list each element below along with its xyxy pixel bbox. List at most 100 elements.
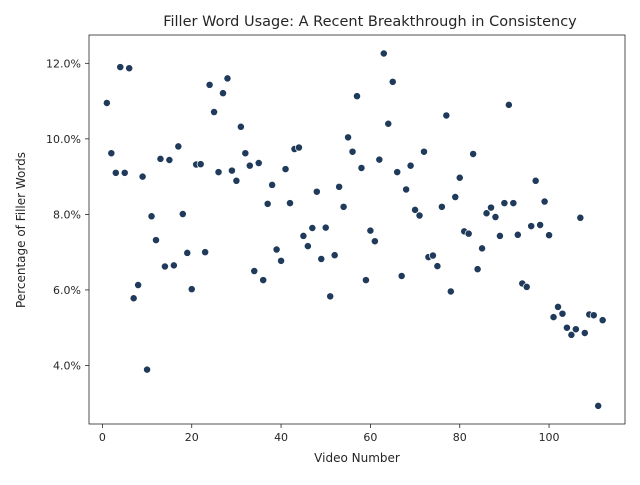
data-point (348, 147, 357, 156)
data-point (540, 197, 549, 206)
y-axis-label: Percentage of Filler Words (14, 152, 28, 308)
data-point (187, 285, 196, 294)
data-point (169, 261, 178, 270)
y-tick-label: 8.0% (53, 208, 81, 221)
data-point (254, 159, 263, 167)
data-point (312, 187, 321, 196)
x-tick-label: 20 (185, 431, 199, 444)
data-point (294, 143, 303, 152)
data-point (536, 221, 545, 229)
data-point (384, 119, 393, 128)
data-point (469, 150, 478, 158)
data-point (562, 323, 571, 332)
data-point (335, 182, 344, 191)
data-point (411, 205, 420, 214)
data-point (129, 294, 138, 303)
data-point (379, 49, 388, 58)
x-axis-ticks: 0 20 40 60 80 100 (99, 424, 560, 444)
chart-title: Filler Word Usage: A Recent Breakthrough… (163, 14, 577, 30)
y-tick-label: 10.0% (46, 133, 81, 146)
y-tick-label: 4.0% (53, 359, 81, 372)
data-point (527, 222, 536, 231)
data-point (219, 89, 227, 98)
data-point (428, 251, 437, 260)
data-point (286, 199, 294, 208)
data-point (446, 287, 455, 296)
data-point (576, 213, 585, 222)
data-point (522, 282, 531, 291)
data-point (236, 122, 245, 131)
data-point (406, 161, 415, 170)
data-point (388, 77, 397, 86)
data-point (549, 313, 558, 322)
data-point (102, 99, 111, 107)
plot-frame (88, 34, 626, 425)
data-point (545, 231, 554, 240)
data-point (326, 292, 335, 301)
data-point (482, 209, 491, 218)
data-point (223, 74, 232, 83)
data-point (504, 100, 513, 109)
x-tick-label: 0 (99, 431, 106, 444)
data-point (277, 256, 286, 265)
data-point (594, 401, 603, 410)
data-point (250, 267, 259, 275)
data-point (353, 92, 361, 101)
x-tick-label: 60 (363, 431, 377, 444)
data-point (241, 149, 250, 158)
y-axis-ticks: 4.0% 6.0% 8.0% 10.0% 12.0% (46, 57, 89, 372)
data-point (473, 265, 482, 274)
data-point (495, 231, 504, 240)
data-point (210, 108, 219, 116)
x-tick-label: 100 (539, 431, 560, 444)
data-point (174, 142, 183, 151)
data-point (442, 111, 451, 120)
data-point (464, 229, 473, 238)
data-point (513, 230, 522, 239)
data-point (160, 262, 169, 271)
data-point (281, 165, 290, 174)
data-point (415, 211, 424, 220)
x-tick-label: 80 (453, 431, 467, 444)
x-tick-label: 40 (274, 431, 288, 444)
data-point (201, 248, 210, 257)
data-point (361, 276, 370, 285)
data-point (303, 242, 312, 251)
data-point (420, 147, 428, 156)
data-point (272, 245, 281, 254)
data-point (214, 168, 223, 177)
data-point (268, 180, 277, 189)
data-point (227, 166, 236, 175)
data-point (111, 168, 120, 177)
data-point (263, 199, 272, 208)
data-point (531, 176, 540, 185)
data-point (589, 311, 598, 320)
data-point (125, 64, 134, 73)
data-point (183, 248, 192, 257)
data-point (567, 330, 576, 339)
data-point (205, 80, 214, 89)
data-point (455, 173, 464, 182)
y-tick-label: 12.0% (46, 57, 81, 70)
data-point (165, 156, 174, 164)
data-point (370, 237, 379, 246)
data-point (134, 281, 143, 289)
data-point (143, 365, 152, 374)
data-point (500, 199, 509, 208)
data-point (375, 155, 384, 164)
data-point (357, 163, 366, 172)
data-point (178, 210, 187, 218)
data-point (317, 255, 326, 263)
data-points (102, 49, 607, 410)
x-axis-label: Video Number (314, 451, 400, 465)
data-point (299, 231, 308, 240)
data-point (554, 302, 562, 311)
data-point (259, 276, 268, 285)
data-point (232, 176, 241, 185)
y-tick-label: 6.0% (53, 284, 81, 297)
data-point (478, 244, 487, 253)
data-point (245, 161, 254, 170)
data-point (147, 212, 156, 221)
plot-area: 0 20 40 60 80 100 4.0% 6.0% 8.0% 10.0% 12.0% (46, 34, 626, 444)
